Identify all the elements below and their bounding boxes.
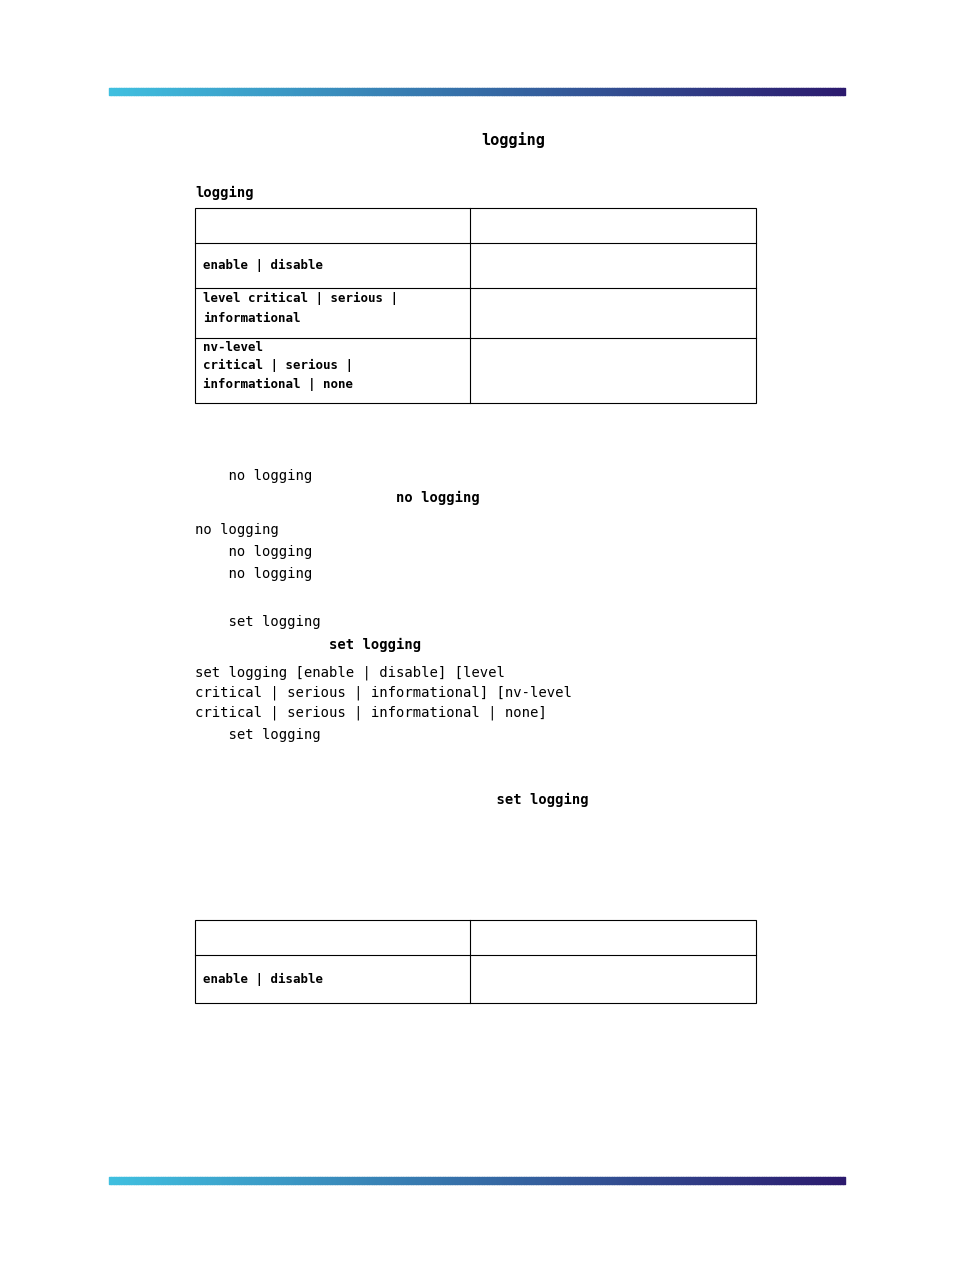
Text: set logging: set logging xyxy=(194,792,588,806)
Text: no logging: no logging xyxy=(194,544,312,558)
Text: logging: logging xyxy=(194,186,253,200)
Text: nv-level: nv-level xyxy=(203,341,263,354)
Text: set logging: set logging xyxy=(194,614,320,628)
Text: set logging [enable | disable] [level: set logging [enable | disable] [level xyxy=(194,665,504,681)
Text: critical | serious | informational | none]: critical | serious | informational | non… xyxy=(194,706,546,720)
Text: informational: informational xyxy=(203,312,300,324)
Text: set logging: set logging xyxy=(194,639,420,653)
Text: critical | serious | informational] [nv-level: critical | serious | informational] [nv-… xyxy=(194,686,571,701)
Text: no logging: no logging xyxy=(194,567,312,581)
Text: level critical | serious |: level critical | serious | xyxy=(203,291,397,304)
Bar xyxy=(194,209,755,403)
Text: logging: logging xyxy=(480,132,544,148)
Text: informational | none: informational | none xyxy=(203,378,353,391)
Bar xyxy=(194,920,755,1004)
Text: enable | disable: enable | disable xyxy=(203,973,323,986)
Text: no logging: no logging xyxy=(194,469,312,483)
Text: set logging: set logging xyxy=(194,728,320,742)
Text: no logging: no logging xyxy=(194,491,479,505)
Text: enable | disable: enable | disable xyxy=(203,259,323,272)
Text: critical | serious |: critical | serious | xyxy=(203,359,353,373)
Text: no logging: no logging xyxy=(194,523,278,537)
